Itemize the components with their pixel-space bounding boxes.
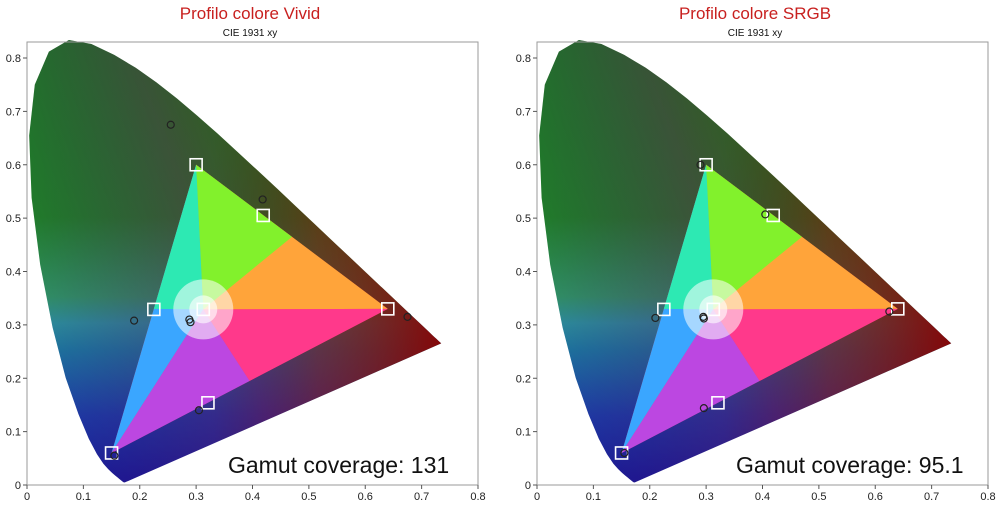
- y-tick-label: 0.4: [516, 267, 531, 279]
- x-tick-label: 0.2: [132, 491, 147, 503]
- x-tick-label: 0.2: [642, 491, 657, 503]
- x-tick-label: 0.7: [414, 491, 429, 503]
- x-tick-label: 0.8: [980, 491, 995, 503]
- y-tick-label: 0.1: [516, 427, 531, 439]
- target-point: [380, 302, 395, 316]
- x-tick-label: 0.5: [811, 491, 826, 503]
- target-point: [147, 302, 161, 317]
- measured-point: [258, 195, 267, 204]
- y-tick-label: 0.3: [6, 320, 21, 332]
- y-tick-label: 0.7: [6, 106, 21, 118]
- target-point: [706, 302, 721, 317]
- measured-point: [130, 316, 139, 325]
- y-tick-label: 0.4: [6, 267, 21, 279]
- measured-point: [110, 451, 119, 460]
- x-tick-label: 0: [534, 491, 540, 503]
- y-tick-label: 0.8: [6, 53, 21, 65]
- gamut-coverage-label: Gamut coverage: 95.1: [736, 452, 964, 478]
- measured-point: [885, 307, 894, 316]
- chart-title: Profilo colore SRGB: [678, 4, 832, 23]
- measured-point: [194, 406, 204, 415]
- target-point: [699, 157, 713, 172]
- x-tick-label: 0.3: [698, 491, 713, 503]
- measured-point: [761, 210, 770, 219]
- cie-plot-srgb: 0 0.1 0.2 0.3 0.4 0.5 0.6 0.7 0.8 0 0.1 0.2 0.3 0.4 0.…: [516, 40, 996, 503]
- measured-point: [403, 312, 412, 321]
- cie-plot-vivid: 0 0.1 0.2 0.3 0.4 0.5 0.6 0.7 0.8 0 0.1 0.2 0.3 0.4 0.…: [6, 40, 486, 503]
- x-tick-label: 0: [24, 491, 30, 503]
- target-point: [256, 208, 271, 223]
- target-point: [657, 302, 671, 317]
- chart-title: Profilo colore Vivid: [179, 4, 321, 23]
- y-tick-label: 0.6: [516, 160, 531, 172]
- measured-point: [186, 318, 195, 327]
- x-tick-label: 0.1: [586, 491, 601, 503]
- x-tick-label: 0.5: [301, 491, 316, 503]
- y-tick-label: 0.1: [6, 427, 21, 439]
- measured-point: [166, 120, 175, 129]
- x-tick-label: 0.4: [755, 491, 770, 503]
- y-tick-label: 0.3: [516, 320, 531, 332]
- target-point: [766, 208, 781, 223]
- target-point: [104, 446, 119, 460]
- x-tick-label: 0.8: [470, 491, 485, 503]
- x-tick-label: 0.7: [924, 491, 939, 503]
- gamut-coverage-label: Gamut coverage: 131: [228, 452, 449, 478]
- measured-point: [696, 160, 705, 169]
- y-tick-label: 0.8: [516, 53, 531, 65]
- y-tick-label: 0.5: [6, 213, 21, 225]
- y-tick-label: 0.6: [6, 160, 21, 172]
- y-tick-label: 0.2: [516, 373, 531, 385]
- y-tick-label: 0: [15, 480, 21, 492]
- x-tick-label: 0.6: [358, 491, 373, 503]
- measured-point: [699, 314, 708, 323]
- target-point: [201, 396, 215, 410]
- target-point: [189, 157, 203, 172]
- y-tick-label: 0.7: [516, 106, 531, 118]
- chart-panel-vivid: Profilo colore Vivid CIE 1931 xy 0 0.1 0.2…: [6, 4, 486, 503]
- chart-subtitle: CIE 1931 xy: [222, 28, 278, 39]
- y-tick-label: 0.5: [516, 213, 531, 225]
- x-tick-label: 0.4: [245, 491, 260, 503]
- target-point: [711, 396, 725, 410]
- gamut-triangle: [111, 164, 388, 453]
- chart-panel-srgb: Profilo colore SRGB CIE 1931 xy 0 0.1 0.2 0…: [510, 0, 1000, 512]
- gamut-triangle: [621, 164, 898, 453]
- chart-subtitle: CIE 1931 xy: [727, 28, 783, 39]
- x-tick-label: 0.6: [868, 491, 883, 503]
- target-point: [196, 302, 211, 317]
- x-tick-label: 0.1: [76, 491, 91, 503]
- y-tick-label: 0.2: [6, 373, 21, 385]
- measured-point: [651, 313, 660, 323]
- measured-point: [699, 404, 708, 413]
- x-tick-label: 0.3: [188, 491, 203, 503]
- measured-point: [620, 448, 629, 458]
- y-tick-label: 0: [525, 480, 531, 492]
